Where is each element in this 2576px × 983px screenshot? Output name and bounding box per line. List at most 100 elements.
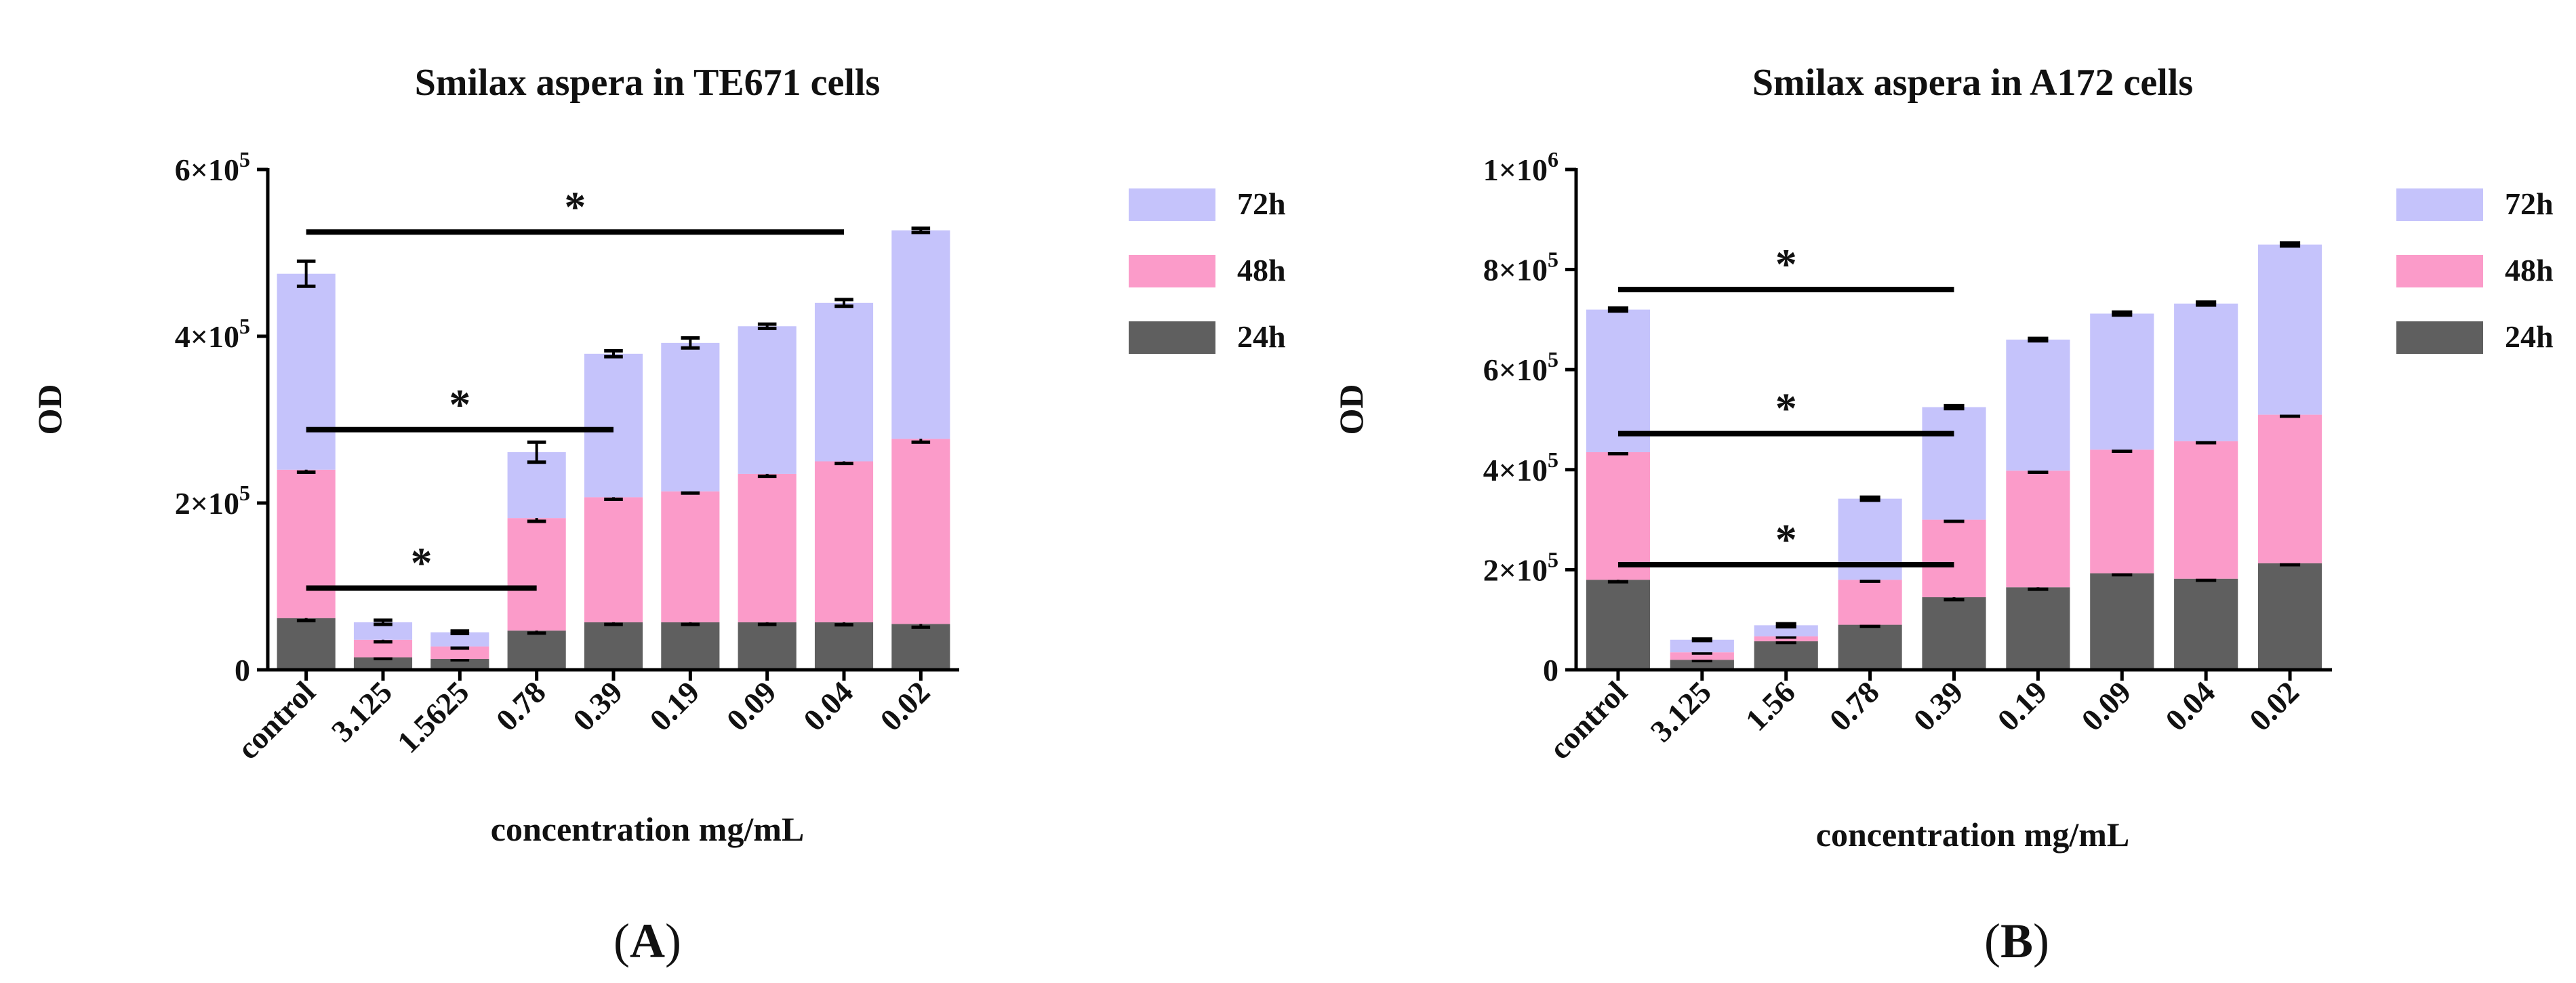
panel-a: Smilax aspera in TE671 cells OD concentr… [31, 62, 1286, 968]
bar-48h-0.39 [584, 497, 643, 622]
significance-star: * [564, 182, 586, 230]
error-bar-72h-0.19 [681, 336, 700, 350]
x-tick-label: 0.19 [643, 675, 706, 738]
error-bar-72h-0.78 [527, 440, 546, 464]
bar-24h-0.02 [2257, 563, 2322, 670]
chart-title: Smilax aspera in A172 cells [1752, 62, 2193, 104]
x-tick-label: 0.39 [1907, 675, 1970, 738]
legend-item-72h: 72h [2396, 186, 2554, 221]
y-tick-label: 6×105 [175, 147, 250, 187]
bar-72h-0.19 [2006, 339, 2070, 471]
x-tick-label: 0.09 [2074, 675, 2137, 738]
bar-72h-1.56 [1754, 625, 1818, 637]
bar-24h-control [277, 618, 336, 670]
significance-star: * [411, 538, 432, 586]
bar-24h-0.78 [1838, 624, 1902, 670]
bar-48h-0.09 [2090, 449, 2154, 574]
legend-label: 24h [1237, 319, 1286, 354]
bar-72h-0.39 [1922, 407, 1986, 520]
y-tick-label: 0 [1543, 653, 1558, 687]
bar-72h-0.78 [1838, 498, 1902, 580]
bar-72h-0.04 [814, 302, 874, 462]
x-tick-label: 0.02 [873, 675, 936, 738]
significance-bracket: * [1617, 240, 1954, 293]
y-tick-label: 6×105 [1483, 347, 1558, 387]
chart-title: Smilax aspera in TE671 cells [415, 62, 881, 104]
significance-bracket: * [306, 182, 844, 235]
bar-24h-0.78 [507, 630, 566, 670]
y-tick-label: 2×105 [1483, 547, 1558, 587]
x-tick-label: 0.04 [2158, 675, 2221, 738]
error-bar-72h-0.19 [2028, 336, 2049, 343]
y-tick-label: 2×105 [175, 481, 250, 521]
y-axis-label: OD [31, 384, 68, 435]
error-bar-72h-0.09 [2112, 310, 2133, 317]
bar-48h-0.39 [1922, 519, 1986, 597]
bar-24h-0.04 [2174, 578, 2238, 670]
x-tick-label: 0.02 [2242, 675, 2306, 738]
x-tick-label: 3.125 [1644, 675, 1718, 748]
bar-48h-0.09 [738, 473, 797, 622]
x-axis-label: concentration mg/mL [1816, 816, 2129, 854]
legend-label: 48h [2505, 253, 2554, 287]
error-bar-72h-0.04 [2196, 300, 2217, 307]
x-tick-label: control [230, 675, 322, 766]
error-bar-72h-3.125 [374, 618, 393, 626]
error-bar-72h-3.125 [1691, 637, 1712, 643]
significance-star: * [449, 380, 470, 428]
error-bar-72h-0.02 [911, 226, 931, 235]
bar-24h-0.19 [2006, 587, 2070, 670]
significance-star: * [1775, 384, 1797, 433]
bar-48h-1.56 [1754, 636, 1818, 641]
bar-72h-control [1586, 309, 1651, 452]
significance-star: * [1775, 240, 1797, 288]
error-bar-72h-1.56 [1775, 622, 1796, 629]
legend-item-48h: 48h [2396, 253, 2554, 287]
x-tick-label: 3.125 [325, 675, 399, 748]
legend-swatch [2396, 188, 2483, 221]
x-axis-label: concentration mg/mL [491, 810, 804, 848]
error-bar-72h-0.04 [834, 298, 853, 308]
y-tick-label: 4×105 [1483, 447, 1558, 487]
bar-24h-1.56 [1754, 641, 1818, 670]
error-bar-72h-0.09 [757, 322, 777, 330]
bar-24h-0.02 [891, 624, 950, 670]
y-tick-label: 1×106 [1483, 147, 1558, 187]
bar-24h-control [1586, 580, 1651, 670]
bar-48h-0.78 [1838, 580, 1902, 625]
legend-swatch [1129, 188, 1215, 221]
panel-letter: A [630, 914, 665, 968]
legend-swatch [2396, 255, 2483, 287]
bar-48h-control [1586, 452, 1651, 580]
y-tick-label: 8×105 [1483, 247, 1558, 287]
error-bar-72h-0.39 [604, 349, 623, 359]
panel-b: Smilax aspera in A172 cells OD concentra… [1332, 62, 2554, 968]
x-tick-label: 0.78 [489, 675, 552, 738]
plot-area: 0 2×105 4×105 6×105 8×105 1×106 control 3.125 1.… [1483, 147, 2554, 766]
bar-72h-0.09 [2090, 313, 2154, 450]
bar-24h-0.09 [2090, 573, 2154, 670]
bar-72h-0.39 [584, 353, 643, 498]
error-bar-72h-control [1607, 306, 1629, 313]
legend-item-24h: 24h [2396, 319, 2554, 354]
significance-bracket: * [306, 538, 537, 591]
bar-24h-0.19 [661, 622, 720, 670]
bar-72h-0.02 [891, 230, 950, 439]
bar-48h-0.02 [2257, 414, 2322, 563]
error-bar-72h-0.78 [1859, 495, 1880, 502]
x-tick-label: 0.39 [566, 675, 629, 738]
bar-48h-0.19 [661, 491, 720, 622]
x-tick-label: 1.5625 [390, 675, 476, 760]
legend-swatch [1129, 321, 1215, 354]
bar-24h-3.125 [1670, 660, 1734, 670]
legend-label: 72h [1237, 186, 1286, 221]
bar-24h-1.5625 [430, 659, 489, 670]
significance-bracket: * [1617, 384, 1954, 437]
legend-item-48h: 48h [1129, 253, 1286, 287]
bar-48h-0.04 [814, 461, 874, 622]
legend-swatch [2396, 321, 2483, 354]
y-tick-label: 0 [235, 653, 250, 687]
bar-24h-3.125 [353, 657, 413, 670]
bar-72h-0.19 [661, 342, 720, 492]
